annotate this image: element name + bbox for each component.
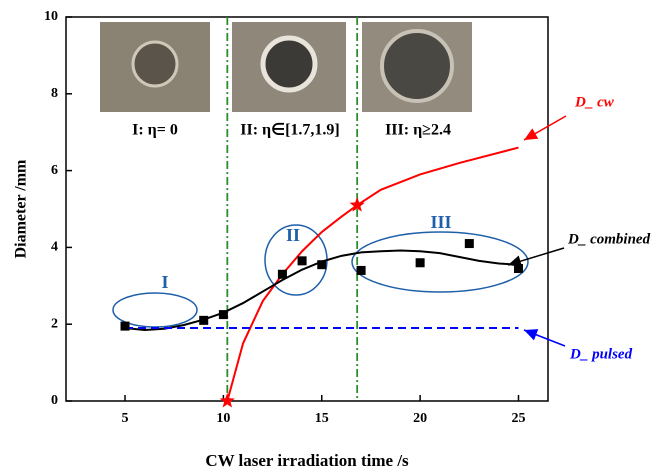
data-point <box>416 258 425 267</box>
arrow-head <box>508 255 522 266</box>
region-ellipse <box>352 232 528 292</box>
x-tick-label: 20 <box>413 411 427 426</box>
series-annotation: D_ cw <box>574 94 615 110</box>
series-line <box>227 148 518 401</box>
series-annotation: D_ combined <box>567 231 651 247</box>
data-point <box>121 322 130 331</box>
photo-hole <box>263 38 315 90</box>
arrow-head <box>524 128 538 140</box>
x-axis-label: CW laser irradiation time /s <box>205 451 409 470</box>
chart: I: η= 0 II: η∈[1.7,1.9] III: η≥2.4 Diame… <box>0 0 659 475</box>
data-point <box>357 266 366 275</box>
data-point <box>219 310 228 319</box>
y-tick-label: 8 <box>51 86 58 101</box>
y-axis-label: Diameter /mm <box>13 159 30 258</box>
caption: III: η≥2.4 <box>385 122 451 139</box>
photo-hole <box>133 42 177 86</box>
caption: II: η∈[1.7,1.9] <box>240 122 339 139</box>
x-tick-label: 5 <box>122 411 129 426</box>
data-point <box>317 260 326 269</box>
y-tick-label: 6 <box>51 163 58 178</box>
region-label: III <box>430 212 451 232</box>
region-label: I <box>161 272 168 292</box>
data-point <box>298 256 307 265</box>
data-point <box>465 239 474 248</box>
y-tick-label: 10 <box>44 9 58 24</box>
photo-hole <box>382 31 452 101</box>
star-marker <box>220 393 235 407</box>
x-tick-label: 15 <box>315 411 329 426</box>
y-tick-label: 4 <box>51 240 58 255</box>
data-point <box>278 270 287 279</box>
region-label: II <box>286 225 300 245</box>
y-tick-label: 0 <box>51 393 58 408</box>
x-tick-label: 25 <box>511 411 525 426</box>
y-tick-label: 2 <box>51 316 58 331</box>
caption: I: η= 0 <box>132 122 178 139</box>
series-annotation: D_ pulsed <box>569 346 633 362</box>
data-point <box>199 316 208 325</box>
x-tick-label: 10 <box>216 411 230 426</box>
